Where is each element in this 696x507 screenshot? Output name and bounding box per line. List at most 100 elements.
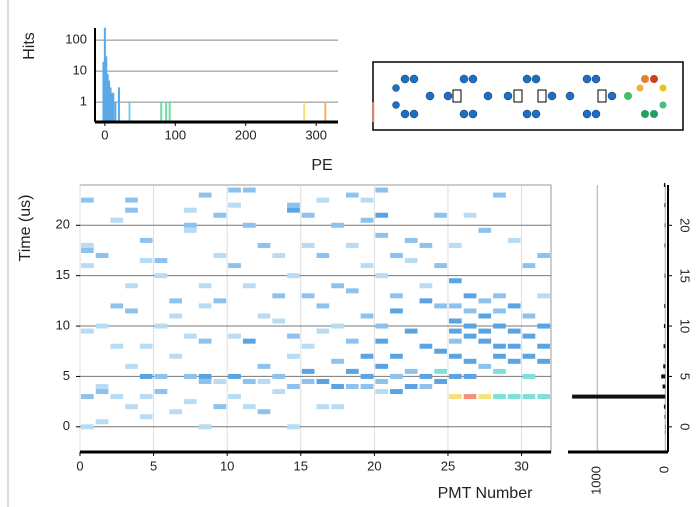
heatmap-cell (360, 197, 374, 203)
x-tick-label: 200 (235, 127, 257, 142)
bar (117, 87, 120, 122)
y-tick-label: 1 (80, 94, 87, 109)
heatmap-cell (242, 338, 256, 344)
heatmap-cell (404, 384, 418, 390)
bar (663, 404, 666, 409)
heatmap-cell (331, 384, 344, 390)
heatmap-cell (493, 343, 506, 349)
heatmap-cell (434, 368, 447, 374)
heatmap-cell (375, 363, 389, 369)
heatmap-cell (125, 363, 138, 369)
heatmap-cell (493, 368, 506, 374)
y-tick-label: 100 (65, 32, 87, 47)
heatmap-cell (434, 303, 447, 309)
heatmap-cell (316, 378, 330, 384)
pe-histogram: 1 10 100 0 100 200 300 PE Hits (21, 27, 375, 174)
x-tick-label: 100 (164, 127, 186, 142)
heatmap-cell (139, 394, 153, 400)
heatmap-cell (493, 353, 506, 359)
heatmap-cell (316, 328, 330, 334)
y-tick-label: 10 (56, 317, 70, 332)
bar (664, 303, 666, 308)
heatmap-cell (493, 308, 506, 314)
heatmap-cell (331, 323, 344, 329)
bar (110, 92, 113, 122)
heatmap-cell (360, 353, 374, 359)
bar (664, 273, 666, 278)
heatmap-cell (448, 328, 462, 334)
heatmap-cell (242, 404, 256, 410)
heatmap-cell (345, 384, 359, 390)
x-axis-label: PMT Number (438, 485, 534, 502)
heatmap-cell (139, 237, 153, 243)
heatmap-cell (242, 283, 256, 289)
heatmap-cell (257, 313, 271, 319)
heatmap-cell (139, 343, 153, 349)
heatmap-cell (154, 273, 168, 279)
heatmap-cell (463, 308, 477, 314)
heatmap-cell (110, 394, 124, 400)
heatmap-cell (81, 394, 94, 400)
heatmap-cell (228, 394, 241, 400)
heatmap-cell (81, 328, 94, 334)
bar (663, 364, 666, 369)
heatmap-cell (463, 373, 477, 379)
heatmap-cell (507, 237, 521, 243)
heatmap-cell (507, 303, 521, 309)
x-tick-label: 10 (220, 458, 234, 473)
y-tick-label: 10 (678, 319, 693, 333)
bar (160, 102, 163, 122)
heatmap-cell (213, 404, 227, 410)
heatmap-cell (478, 328, 492, 334)
heatmap-cell (95, 419, 109, 425)
heatmap-cell (537, 253, 550, 259)
heatmap-cell (301, 378, 315, 384)
heatmap-cell (404, 258, 418, 264)
bar (114, 102, 117, 122)
heatmap-cell (125, 404, 138, 410)
bar (303, 102, 306, 122)
heatmap-cell (434, 212, 447, 218)
x-tick-label: 5 (150, 458, 157, 473)
heatmap-cell (537, 323, 550, 329)
x-axis-label: PE (311, 157, 332, 174)
heatmap-cell (390, 308, 403, 314)
y-tick-label: 5 (63, 368, 70, 383)
heatmap-cell (95, 323, 109, 329)
heatmap-cell (375, 338, 389, 344)
heatmap-cell (272, 253, 286, 259)
bar (664, 243, 666, 248)
heatmap-cell (154, 323, 168, 329)
heatmap-cell (81, 197, 94, 203)
heatmap-cell (110, 217, 124, 223)
heatmap-cell (242, 222, 256, 228)
heatmap-cell (522, 353, 536, 359)
bar (662, 384, 666, 389)
heatmap-cell (493, 192, 506, 198)
heatmap-cell (345, 338, 359, 344)
heatmap-cell (257, 242, 271, 248)
heatmap-cell (375, 323, 389, 329)
bar (664, 414, 666, 419)
heatmap-cell (184, 373, 197, 379)
heatmap-cell (169, 313, 183, 319)
heatmap-cell (184, 222, 197, 228)
heatmap-cell (287, 353, 300, 359)
heatmap-cell (154, 373, 168, 379)
heatmap-cell (316, 253, 330, 259)
y-tick-label: 15 (678, 268, 693, 282)
y-tick-label: 10 (73, 63, 87, 78)
heatmap-cell (375, 232, 389, 238)
heatmap-cell (139, 258, 153, 264)
heatmap-cell (95, 389, 109, 395)
bar (165, 102, 168, 122)
heatmap-cell (463, 394, 477, 400)
heatmap-cell (213, 253, 227, 259)
y-tick-label: 20 (678, 218, 693, 232)
heatmap-cell (537, 343, 550, 349)
heatmap-cell (419, 242, 433, 248)
heatmap-cell (463, 212, 477, 218)
bar (661, 374, 666, 379)
bar (168, 102, 171, 122)
heatmap-cell (375, 187, 389, 193)
